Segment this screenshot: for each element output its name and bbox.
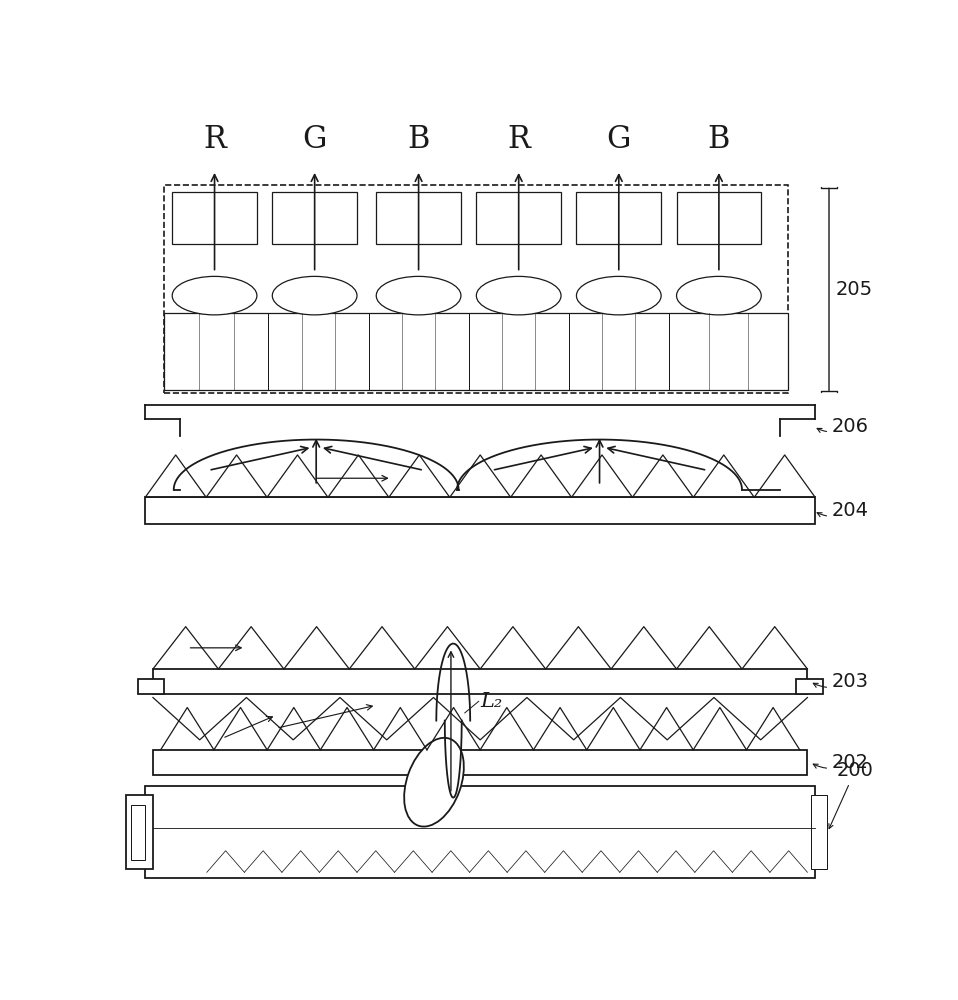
Text: R: R [203, 124, 226, 155]
Text: R: R [507, 124, 530, 155]
Text: 202: 202 [813, 753, 869, 772]
Bar [165, 185, 788, 393]
Text: 203: 203 [813, 672, 869, 691]
Ellipse shape [404, 738, 464, 827]
Text: G: G [303, 124, 327, 155]
Bar [165, 313, 788, 389]
Bar [153, 669, 808, 694]
Bar [172, 192, 257, 244]
Ellipse shape [476, 276, 561, 315]
Ellipse shape [577, 276, 661, 315]
Bar [153, 750, 808, 774]
Bar [146, 497, 815, 524]
Bar [146, 786, 815, 878]
Text: 204: 204 [817, 501, 869, 520]
Text: 200: 200 [829, 761, 874, 829]
Bar [796, 679, 823, 694]
Bar [138, 679, 165, 694]
Text: G: G [606, 124, 631, 155]
Text: 205: 205 [835, 280, 873, 299]
Text: 206: 206 [817, 417, 869, 436]
Bar [126, 795, 153, 869]
Bar [676, 192, 762, 244]
Ellipse shape [376, 276, 461, 315]
Bar [476, 192, 561, 244]
Text: L₂: L₂ [480, 692, 502, 711]
Ellipse shape [676, 276, 762, 315]
Ellipse shape [272, 276, 357, 315]
Bar [272, 192, 357, 244]
Bar [376, 192, 461, 244]
Text: B: B [708, 124, 730, 155]
Bar [811, 795, 827, 869]
Text: B: B [407, 124, 430, 155]
Ellipse shape [172, 276, 257, 315]
Bar [577, 192, 661, 244]
Bar [131, 805, 146, 860]
